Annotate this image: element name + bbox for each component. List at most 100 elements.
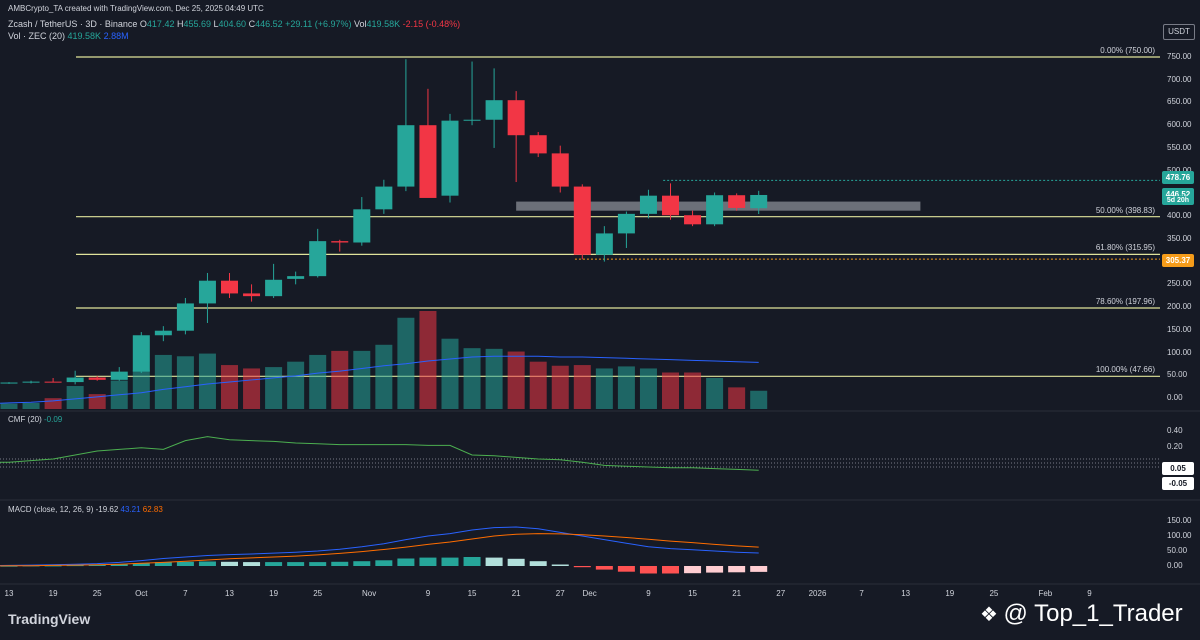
volume-bar [706,377,724,409]
candle-body [22,381,40,383]
macd-histogram-bar [617,566,635,572]
watermark: ❖ @ Top_1_Trader [980,600,1183,628]
volume-value: 419.58K [67,31,102,41]
candle-body [507,100,525,136]
volume-bar [176,356,194,409]
x-tick-label: 27 [776,589,786,598]
y-tick-label: 250.00 [1167,279,1192,289]
macd-tick-label: 100.00 [1167,531,1192,540]
x-tick-label: 2026 [808,589,827,598]
macd-header: MACD (close, 12, 26, 9) -19.62 43.21 62.… [8,505,163,514]
volume-bar [375,344,393,409]
volume-bar [485,348,503,409]
macd-line-value: 43.21 [120,505,141,514]
candle-body [221,280,238,294]
high-label: H [176,19,184,29]
volume-indicator-label[interactable]: Vol · ZEC (20) [8,31,66,41]
macd-histogram-bar [419,557,437,566]
y-tick-label: 0.00 [1167,393,1183,402]
candle-body [309,241,327,277]
vol-change: -2.15 (-0.48%) [402,19,461,29]
macd-histogram-bar [573,566,591,568]
x-tick-label: Nov [362,589,377,598]
volume-bar [243,368,261,409]
candle-body [88,377,106,380]
volume-bar [287,361,305,409]
close-label: C [248,19,256,29]
cmf-line [0,436,759,471]
macd-histogram-bar [662,566,679,574]
candle-body [463,119,481,121]
symbol-title[interactable]: Zcash / TetherUS · 3D · Binance [8,19,138,29]
x-tick-label: 21 [511,589,521,598]
diamond-logo-icon: ❖ [980,604,1004,626]
volume-bar [66,386,84,409]
price-badge[interactable]: 5d 20h [1162,196,1194,205]
y-tick-label: 500.00 [1167,166,1191,175]
macd-histogram-bar [485,557,503,566]
macd-tick-label: 0.00 [1167,561,1183,570]
x-tick-label: 21 [732,589,742,598]
cmf-label[interactable]: CMF (20) [8,415,42,424]
x-tick-label: 7 [183,589,188,598]
cmf-tick-label: 0.40 [1167,426,1183,435]
tradingview-logo[interactable]: TradingView [8,611,90,627]
candle-body [132,335,150,372]
candle-body [198,280,216,304]
x-tick-label: 25 [989,589,999,598]
macd-histogram-bar [375,560,393,566]
y-tick-label: 700.00 [1167,74,1192,84]
y-tick-label: 100.00 [1167,347,1192,357]
candle-body [287,276,305,279]
fib-level-label: 0.00% (750.00) [1100,46,1155,55]
low-value: 404.60 [218,19,247,29]
x-tick-label: 19 [945,589,955,598]
volume-bar [529,361,547,409]
volume-bar [595,368,613,409]
currency-button[interactable]: USDT [1163,24,1195,40]
macd-histogram-bar [198,561,216,566]
x-tick-label: 9 [646,589,651,598]
y-tick-label: 400.00 [1167,211,1192,221]
x-tick-label: 13 [225,589,234,598]
volume-bar [88,394,106,409]
vol-value: 419.58K [366,19,401,29]
high-value: 455.69 [183,19,211,29]
price-badge[interactable]: 305.37 [1162,254,1194,267]
volume-bar [198,353,216,409]
macd-histogram-bar [309,562,327,566]
x-tick-label: 19 [269,589,279,598]
candle-body [176,303,194,331]
low-label: L [213,19,219,29]
candle-body [353,209,371,243]
volume-bar [132,369,150,409]
volume-bar [309,354,327,409]
macd-histogram-bar [529,561,547,566]
ohlc-row: Zcash / TetherUS · 3D · Binance O417.42 … [8,19,460,29]
x-tick-label: 15 [467,589,477,598]
candle-body [706,195,724,225]
cmf-badge[interactable]: -0.05 [1162,477,1194,490]
candle-body [331,241,349,243]
candle-body [551,153,569,187]
cmf-value: -0.09 [44,415,63,424]
macd-label[interactable]: MACD (close, 12, 26, 9) [8,505,94,514]
macd-hist-value: -19.62 [95,505,119,514]
candle-body [154,330,172,336]
cmf-badge[interactable]: 0.05 [1162,462,1194,475]
macd-histogram-bar [110,564,128,566]
macd-signal-value: 62.83 [142,505,163,514]
volume-bar [639,368,657,409]
candle-body [397,125,415,187]
price-badge[interactable]: 478.76 [1162,171,1194,184]
macd-histogram-bar [265,562,283,566]
candle-body [110,371,128,380]
macd-histogram-bar [507,558,525,566]
volume-bar [662,372,679,409]
x-tick-label: 7 [859,589,864,598]
x-tick-label: Dec [582,589,597,598]
y-tick-label: 150.00 [1167,324,1192,334]
candle-body [441,120,459,196]
